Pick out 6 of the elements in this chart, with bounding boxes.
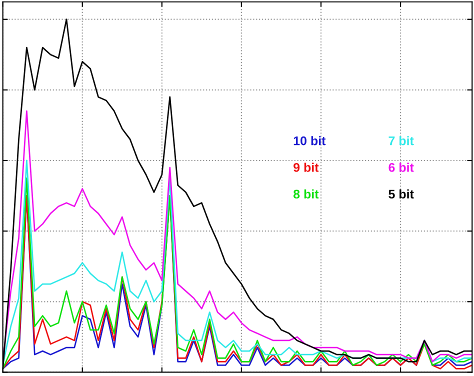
text: 10 bit [294, 136, 326, 146]
text: 6 bit [388, 162, 414, 172]
text: 8 bit [293, 189, 319, 199]
text: 9 bit [294, 162, 319, 172]
text: 5 bit [388, 189, 414, 199]
text: 7 bit [388, 136, 414, 146]
